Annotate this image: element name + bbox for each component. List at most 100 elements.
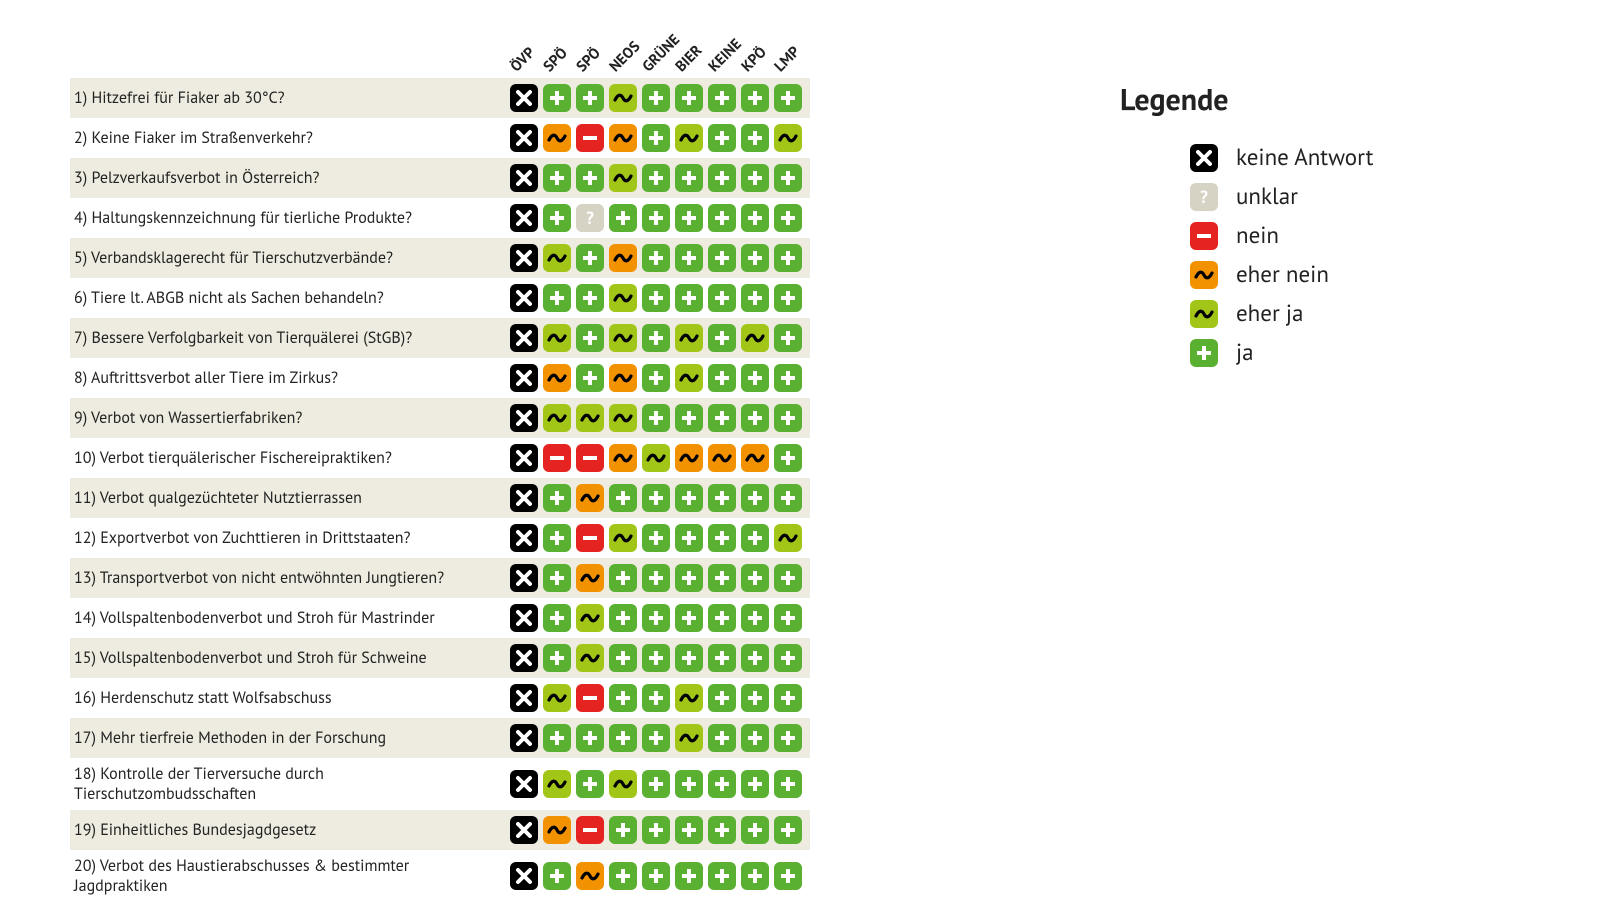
- nein-icon: [576, 816, 604, 844]
- answer-cell: [672, 484, 705, 512]
- nein-icon: [576, 444, 604, 472]
- answer-cell: [507, 816, 540, 844]
- answer-cell: [573, 404, 606, 432]
- ja-icon: [642, 84, 670, 112]
- question-text: 11) Verbot qualgezüchteter Nutztierrasse…: [70, 484, 507, 512]
- answer-cell: [705, 324, 738, 352]
- question-text: 4) Haltungskennzeichnung für tierliche P…: [70, 204, 507, 232]
- question-text: 6) Tiere lt. ABGB nicht als Sachen behan…: [70, 284, 507, 312]
- answer-cells: [507, 816, 804, 844]
- ja-icon: [774, 604, 802, 632]
- ja-icon: [708, 284, 736, 312]
- question-row: 2) Keine Fiaker im Straßenverkehr?: [70, 118, 810, 158]
- ja-icon: [708, 124, 736, 152]
- ja-icon: [708, 524, 736, 552]
- eherja-icon: [1190, 300, 1218, 328]
- ehernein-icon: [543, 364, 571, 392]
- party-header: LMP: [767, 20, 800, 78]
- ja-icon: [741, 684, 769, 712]
- answer-cell: [705, 204, 738, 232]
- answer-cell: [540, 84, 573, 112]
- ja-icon: [741, 564, 769, 592]
- answer-cell: [705, 124, 738, 152]
- ehernein-icon: [576, 484, 604, 512]
- question-row: 18) Kontrolle der Tierversuche durch Tie…: [70, 758, 810, 810]
- question-text: 10) Verbot tierquälerischer Fischereipra…: [70, 444, 507, 472]
- eherja-icon: [675, 724, 703, 752]
- answer-cell: [606, 204, 639, 232]
- answer-cell: [672, 770, 705, 798]
- question-row: 10) Verbot tierquälerischer Fischereipra…: [70, 438, 810, 478]
- question-row: 16) Herdenschutz statt Wolfsabschuss: [70, 678, 810, 718]
- answer-cell: [606, 862, 639, 890]
- answer-cell: [771, 404, 804, 432]
- ja-icon: [774, 862, 802, 890]
- answer-cell: [705, 524, 738, 552]
- answer-cell: [540, 124, 573, 152]
- ja-icon: [543, 524, 571, 552]
- answer-cell: [771, 164, 804, 192]
- unklar-icon: ?: [1190, 183, 1218, 211]
- answer-cell: [639, 404, 672, 432]
- none-icon: [510, 684, 538, 712]
- question-text: 18) Kontrolle der Tierversuche durch Tie…: [70, 760, 507, 808]
- nein-icon: [576, 124, 604, 152]
- answer-cell: [507, 324, 540, 352]
- answer-cell: [639, 524, 672, 552]
- answer-cell: ?: [573, 204, 606, 232]
- ja-icon: [774, 444, 802, 472]
- question-row: 13) Transportverbot von nicht entwöhnten…: [70, 558, 810, 598]
- answer-cell: [606, 604, 639, 632]
- answer-cell: [639, 564, 672, 592]
- ja-icon: [642, 816, 670, 844]
- answer-cell: [507, 364, 540, 392]
- ja-icon: [543, 564, 571, 592]
- ja-icon: [774, 770, 802, 798]
- ehernein-icon: [1190, 261, 1218, 289]
- answer-cell: [573, 484, 606, 512]
- answer-cells: [507, 604, 804, 632]
- eherja-icon: [576, 604, 604, 632]
- ja-icon: [675, 816, 703, 844]
- ja-icon: [642, 164, 670, 192]
- party-label: ÖVP: [506, 43, 539, 76]
- answer-cells: [507, 862, 804, 890]
- answer-cell: [738, 724, 771, 752]
- ja-icon: [708, 724, 736, 752]
- answer-cell: [540, 684, 573, 712]
- answer-cells: [507, 284, 804, 312]
- ja-icon: [609, 724, 637, 752]
- answer-cell: [672, 724, 705, 752]
- ja-icon: [642, 284, 670, 312]
- ja-icon: [741, 524, 769, 552]
- ja-icon: [642, 324, 670, 352]
- ja-icon: [543, 204, 571, 232]
- answer-cell: [540, 770, 573, 798]
- answer-cell: [507, 124, 540, 152]
- answer-cell: [573, 524, 606, 552]
- ja-icon: [774, 644, 802, 672]
- ja-icon: [741, 644, 769, 672]
- answer-cells: ?: [507, 204, 804, 232]
- question-text: 8) Auftrittsverbot aller Tiere im Zirkus…: [70, 364, 507, 392]
- answer-cell: [738, 244, 771, 272]
- answer-cell: [771, 684, 804, 712]
- ja-icon: [609, 684, 637, 712]
- answer-cell: [738, 644, 771, 672]
- nein-icon: [1190, 222, 1218, 250]
- question-row: 6) Tiere lt. ABGB nicht als Sachen behan…: [70, 278, 810, 318]
- ja-icon: [741, 770, 769, 798]
- legend-items: keine Antwort?unklarneineher neineher ja…: [1120, 143, 1373, 367]
- ja-icon: [576, 364, 604, 392]
- ja-icon: [741, 204, 769, 232]
- answer-cell: [573, 324, 606, 352]
- answer-cell: [507, 164, 540, 192]
- question-row: 1) Hitzefrei für Fiaker ab 30°C?: [70, 78, 810, 118]
- ja-icon: [642, 204, 670, 232]
- answer-cell: [672, 404, 705, 432]
- answer-cell: [573, 444, 606, 472]
- question-text: 3) Pelzverkaufsverbot in Österreich?: [70, 164, 507, 192]
- question-text: 9) Verbot von Wassertierfabriken?: [70, 404, 507, 432]
- answer-cell: [738, 124, 771, 152]
- answer-cell: [672, 816, 705, 844]
